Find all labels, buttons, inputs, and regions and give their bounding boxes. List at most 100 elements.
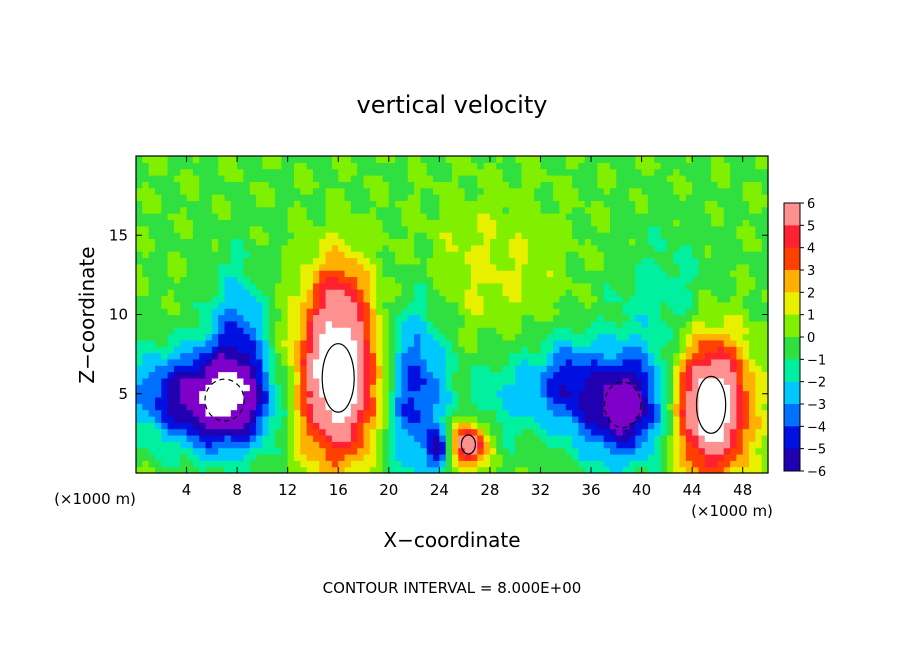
heatmap-cell (622, 270, 630, 278)
heatmap-cell (521, 200, 529, 208)
heatmap-cell (186, 282, 194, 290)
heatmap-cell (635, 466, 643, 474)
heatmap-cell (622, 333, 630, 341)
heatmap-cell (180, 156, 188, 163)
heatmap-cell (698, 263, 706, 271)
heatmap-cell (148, 371, 156, 379)
heatmap-cell (414, 308, 421, 316)
heatmap-cell (572, 156, 579, 163)
heatmap-cell (692, 327, 700, 335)
heatmap-cell (616, 365, 624, 373)
heatmap-cell (243, 358, 251, 366)
heatmap-cell (761, 244, 769, 252)
heatmap-cell (654, 175, 662, 182)
heatmap-cell (628, 346, 636, 354)
heatmap-cell (452, 206, 459, 214)
heatmap-cell (344, 441, 352, 449)
heatmap-cell (205, 219, 213, 227)
heatmap-cell (565, 289, 573, 297)
heatmap-cell (420, 232, 428, 240)
heatmap-cell (610, 441, 617, 449)
heatmap-cell (249, 460, 257, 468)
heatmap-cell (597, 365, 605, 373)
heatmap-cell (477, 289, 485, 297)
heatmap-cell (445, 365, 453, 373)
heatmap-cell (597, 396, 605, 404)
heatmap-cell (521, 352, 529, 360)
heatmap-cell (458, 409, 466, 417)
heatmap-cell (616, 460, 624, 468)
heatmap-cell (654, 263, 662, 271)
heatmap-cell (584, 301, 592, 309)
heatmap-cell (458, 232, 466, 240)
heatmap-cell (647, 441, 655, 449)
heatmap-cell (502, 175, 510, 182)
heatmap-cell (186, 232, 194, 240)
heatmap-cell (489, 251, 497, 259)
heatmap-cell (458, 194, 466, 201)
heatmap-cell (142, 346, 150, 354)
heatmap-cell (388, 339, 396, 347)
heatmap-cell (331, 156, 339, 163)
heatmap-cell (439, 441, 447, 449)
heatmap-cell (597, 276, 605, 284)
heatmap-cell (338, 206, 346, 214)
heatmap-cell (173, 358, 181, 366)
heatmap-cell (211, 447, 219, 455)
heatmap-cell (635, 295, 643, 303)
heatmap-cell (483, 225, 491, 233)
heatmap-cell (673, 213, 681, 220)
heatmap-cell (369, 181, 377, 189)
heatmap-cell (382, 156, 390, 163)
heatmap-cell (508, 377, 516, 385)
heatmap-cell (698, 187, 706, 195)
heatmap-cell (635, 251, 643, 259)
heatmap-cell (470, 352, 478, 360)
heatmap-cell (711, 181, 719, 189)
heatmap-cell (173, 289, 181, 297)
heatmap-cell (736, 466, 744, 474)
heatmap-cell (584, 403, 592, 411)
heatmap-cell (489, 162, 497, 170)
heatmap-cell (470, 409, 478, 417)
heatmap-cell (647, 339, 655, 347)
heatmap-cell (534, 168, 542, 176)
heatmap-cell (452, 251, 459, 259)
heatmap-cell (243, 339, 251, 347)
heatmap-cell (477, 447, 485, 455)
heatmap-cell (565, 384, 573, 392)
heatmap-cell (325, 200, 333, 208)
heatmap-cell (369, 168, 377, 176)
heatmap-cell (167, 352, 175, 360)
heatmap-cell (136, 289, 143, 297)
heatmap-cell (685, 244, 693, 252)
heatmap-cell (148, 352, 156, 360)
heatmap-cell (496, 175, 504, 182)
heatmap-cell (237, 460, 245, 468)
heatmap-cell (761, 187, 769, 195)
heatmap-cell (540, 225, 548, 233)
heatmap-cell (736, 365, 744, 373)
heatmap-cell (736, 339, 744, 347)
heatmap-cell (489, 244, 497, 252)
heatmap-cell (136, 447, 143, 455)
heatmap-cell (363, 441, 371, 449)
heatmap-cell (136, 257, 143, 265)
heatmap-cell (578, 225, 586, 233)
heatmap-cell (578, 213, 586, 220)
heatmap-cell (331, 320, 339, 328)
heatmap-cell (502, 428, 510, 436)
heatmap-cell (546, 308, 554, 316)
heatmap-cell (414, 187, 421, 195)
heatmap-cell (249, 434, 257, 442)
heatmap-cell (306, 308, 314, 316)
heatmap-cell (363, 409, 371, 417)
heatmap-cell (363, 270, 371, 278)
heatmap-cell (268, 339, 276, 347)
heatmap-cell (553, 200, 561, 208)
heatmap-cell (546, 219, 554, 227)
heatmap-cell (483, 377, 491, 385)
heatmap-cell (243, 301, 251, 309)
heatmap-cell (452, 320, 459, 328)
heatmap-cell (237, 333, 245, 341)
